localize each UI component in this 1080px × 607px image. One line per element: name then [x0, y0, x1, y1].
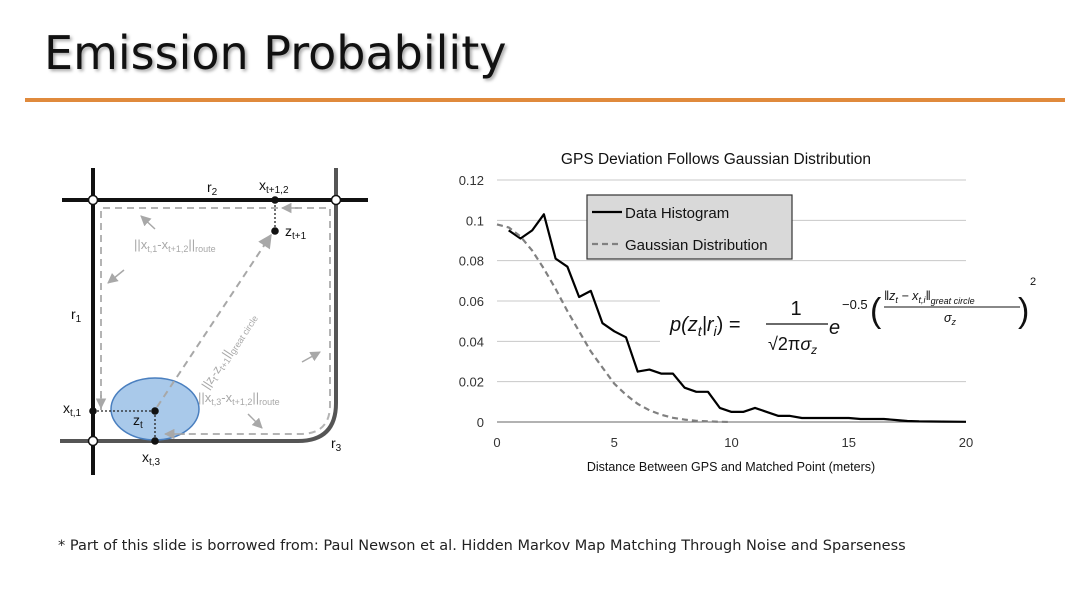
- formula-numerator: 1: [790, 298, 801, 320]
- candidate-point-xt12: [271, 196, 279, 204]
- label-r2: r2: [207, 179, 218, 198]
- formula-e: e: [829, 317, 840, 339]
- chart-legend: [586, 194, 793, 260]
- x-tick-label: 5: [611, 435, 618, 450]
- arrow: [140, 215, 156, 230]
- label-xt3: xt,3: [142, 449, 161, 468]
- gps-point-zt1: [271, 227, 279, 235]
- x-axis-label: Distance Between GPS and Matched Point (…: [587, 460, 875, 474]
- arrow: [107, 269, 125, 284]
- great-circle-line: [156, 233, 272, 408]
- x-tick-label: 0: [493, 435, 500, 450]
- formula-power: 2: [1030, 276, 1036, 288]
- formula-exponent-coef: −0.5: [842, 297, 868, 312]
- y-tick-label: 0.04: [459, 334, 484, 349]
- label-r3: r3: [331, 435, 342, 454]
- intersection-node: [87, 435, 99, 447]
- series-line-data-histogram: [508, 213, 967, 423]
- formula-lhs: p(zt|ri) =: [669, 314, 741, 339]
- slide-title: Emission Probability: [44, 26, 507, 80]
- intersection-node: [330, 194, 342, 206]
- series-line-gaussian-distribution: [496, 223, 732, 424]
- formula-denominator: √2πσz: [768, 334, 817, 357]
- candidate-point-xt1: [89, 407, 97, 415]
- y-tick-label: 0.1: [466, 213, 484, 228]
- arrow: [301, 351, 321, 363]
- footnote: * Part of this slide is borrowed from: P…: [58, 538, 906, 554]
- y-tick-label: 0: [477, 415, 484, 430]
- gps-point-zt: [151, 407, 159, 415]
- road-r3: [60, 168, 338, 443]
- label-zt: zt: [133, 412, 143, 431]
- formula-paren-open: (: [870, 292, 882, 330]
- formula-exponent-denominator: σz: [944, 311, 957, 327]
- route-distance-label-1: ||xt,1-xt+1,2||route: [134, 237, 216, 254]
- legend-label-gaussian: Gaussian Distribution: [625, 237, 768, 254]
- label-xt1: xt,1: [63, 400, 82, 419]
- legend-label-data-histogram: Data Histogram: [625, 205, 729, 222]
- label-zt1: zt+1: [285, 223, 307, 242]
- x-tick-label: 10: [724, 435, 738, 450]
- x-tick-label: 20: [959, 435, 973, 450]
- candidate-point-xt3: [151, 437, 159, 445]
- y-tick-label: 0.08: [459, 254, 484, 269]
- y-tick-label: 0.12: [459, 173, 484, 188]
- label-r1: r1: [71, 306, 82, 325]
- route-path: [100, 207, 331, 435]
- y-tick-label: 0.06: [459, 294, 484, 309]
- title-underline: [25, 98, 1065, 102]
- intersection-node: [87, 194, 99, 206]
- y-tick-label: 0.02: [459, 375, 484, 390]
- arrow: [247, 413, 263, 429]
- formula-exponent-numerator: ‖zt − xt,i‖great circle: [884, 289, 975, 306]
- label-xt12: xt+1,2: [259, 177, 289, 196]
- route-distance-label-2: ||xt,3-xt+1,2||route: [198, 390, 280, 407]
- x-tick-label: 15: [842, 435, 856, 450]
- formula-paren-close: ): [1018, 292, 1029, 330]
- chart-title: GPS Deviation Follows Gaussian Distribut…: [561, 151, 871, 168]
